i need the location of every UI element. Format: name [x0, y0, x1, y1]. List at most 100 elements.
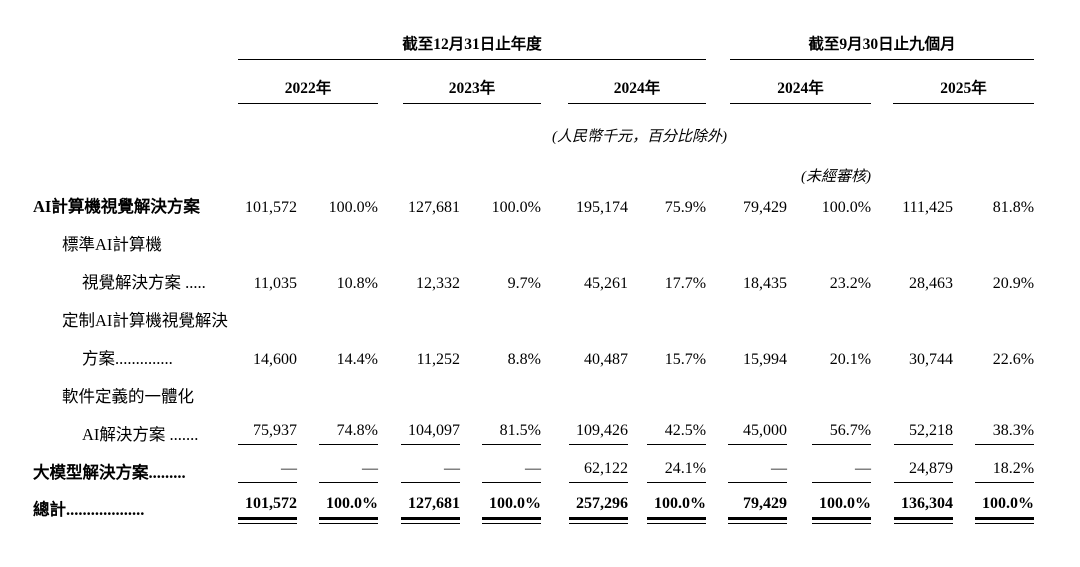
table-cell: 28,463 — [871, 262, 953, 300]
table-row: 大模型解決方案......... — — — — 62,122 24.1% — — 24,879 1… — [0, 452, 1080, 490]
cell-value: 257,296 — [569, 495, 628, 524]
table-cell: 24.1% — [628, 452, 707, 490]
table-cell — [871, 300, 953, 338]
year-header-2023: 2023年 — [378, 60, 541, 104]
table-cell — [628, 300, 706, 338]
table-cell: 100.0% — [460, 186, 541, 224]
cell-value: 24,879 — [894, 460, 954, 483]
year-header-2022: 2022年 — [232, 60, 378, 104]
cell-value: 74.8% — [319, 422, 378, 445]
table-cell — [541, 224, 628, 262]
spacer — [1034, 262, 1080, 300]
cell-value: 101,572 — [238, 495, 297, 524]
revenue-breakdown-table: 截至12月31日止年度 截至9月30日止九個月 2022年 2023年 2024… — [0, 16, 1080, 534]
cell-value: 22.6% — [992, 351, 1035, 368]
cell-value: 18,435 — [743, 275, 788, 292]
spacer — [706, 104, 1034, 146]
spacer — [0, 16, 232, 60]
cell-value: 20.1% — [829, 351, 872, 368]
spacer — [1034, 186, 1080, 224]
year-header-2022-label: 2022年 — [238, 76, 378, 104]
cell-value: 17.7% — [664, 275, 707, 292]
cell-value: 195,174 — [576, 199, 628, 216]
cell-value: 15,994 — [743, 351, 788, 368]
cell-value: 100.0% — [821, 199, 872, 216]
table-cell: 24,879 — [871, 452, 954, 490]
table-cell — [378, 224, 460, 262]
table-cell: 75,937 — [232, 414, 297, 452]
table-cell: — — [378, 452, 460, 490]
cell-value: 100.0% — [491, 199, 541, 216]
table-row: 總計................... 101,572 100.0% 127,68… — [0, 490, 1080, 534]
table-cell: 127,681 — [378, 490, 460, 534]
table-body: AI計算機視覺解決方案 101,572 100.0% 127,681 100.0% 195… — [0, 186, 1080, 534]
table-row-unaudited-note: (未經審核) — [0, 146, 1080, 186]
section-header-interim-label: 截至9月30日止九個月 — [730, 32, 1035, 60]
currency-note: (人民幣千元，百分比除外) — [552, 129, 728, 145]
table-cell: — — [787, 452, 872, 490]
table-cell: 104,097 — [378, 414, 460, 452]
table-cell — [706, 224, 787, 262]
spacer — [1034, 300, 1080, 338]
spacer — [1034, 338, 1080, 376]
row-label: 大模型解決方案......... — [33, 463, 186, 482]
table-cell — [953, 300, 1034, 338]
cell-value: — — [812, 460, 872, 483]
table-cell: 62,122 — [541, 452, 628, 490]
table-row: AI解決方案 ....... 75,937 74.8% 104,097 81.5% 109… — [0, 414, 1080, 452]
table-cell: 100.0% — [460, 490, 541, 534]
table-cell: 111,425 — [871, 186, 953, 224]
table-cell — [232, 224, 297, 262]
row-label: AI計算機視覺解決方案 — [33, 197, 200, 216]
table-cell — [460, 376, 541, 414]
table-cell: 17.7% — [628, 262, 706, 300]
spacer — [1034, 146, 1080, 186]
row-label: 軟件定義的一體化 — [62, 387, 194, 406]
table-cell — [628, 224, 706, 262]
table-cell: 100.0% — [787, 490, 872, 534]
table-cell: 79,429 — [706, 186, 787, 224]
table-row: 定制AI計算機視覺解決 — [0, 300, 1080, 338]
table-row: 方案.............. 14,600 14.4% 11,252 8.8% 40,… — [0, 338, 1080, 376]
year-header-2024-interim: 2024年 — [706, 60, 872, 104]
cell-value: 28,463 — [909, 275, 954, 292]
table-cell: 11,252 — [378, 338, 460, 376]
cell-value: — — [728, 460, 788, 483]
cell-value: 11,035 — [253, 275, 297, 292]
table-row-section-headers: 截至12月31日止年度 截至9月30日止九個月 — [0, 16, 1080, 60]
row-label: 方案.............. — [82, 349, 173, 368]
cell-value: — — [482, 460, 541, 483]
cell-value: 14.4% — [336, 351, 378, 368]
table-cell — [232, 376, 297, 414]
table-cell: 100.0% — [297, 490, 378, 534]
table-cell: 100.0% — [787, 186, 871, 224]
table-cell — [378, 300, 460, 338]
table-cell: 40,487 — [541, 338, 628, 376]
cell-value: 62,122 — [569, 460, 628, 483]
row-label: 定制AI計算機視覺解決 — [62, 311, 228, 330]
spacer — [1034, 490, 1080, 534]
cell-value: 109,426 — [569, 422, 628, 445]
cell-value: 101,572 — [245, 199, 297, 216]
table-cell — [232, 300, 297, 338]
table-cell: 81.5% — [460, 414, 541, 452]
table-cell: 10.8% — [297, 262, 378, 300]
cell-value: 100.0% — [482, 495, 541, 524]
table-cell: 74.8% — [297, 414, 378, 452]
table-cell: — — [706, 452, 788, 490]
cell-value: 23.2% — [829, 275, 872, 292]
table-cell: — — [297, 452, 378, 490]
table-cell — [378, 376, 460, 414]
table-cell: 18,435 — [706, 262, 787, 300]
table-cell: 20.9% — [953, 262, 1034, 300]
table-cell — [787, 300, 871, 338]
table-cell — [460, 300, 541, 338]
cell-value: 10.8% — [336, 275, 378, 292]
spacer — [871, 146, 1034, 186]
cell-value: 56.7% — [812, 422, 872, 445]
table-cell: — — [232, 452, 297, 490]
cell-value: 104,097 — [401, 422, 460, 445]
table-cell: 20.1% — [787, 338, 871, 376]
cell-value: 136,304 — [894, 495, 954, 524]
table-cell — [297, 300, 378, 338]
